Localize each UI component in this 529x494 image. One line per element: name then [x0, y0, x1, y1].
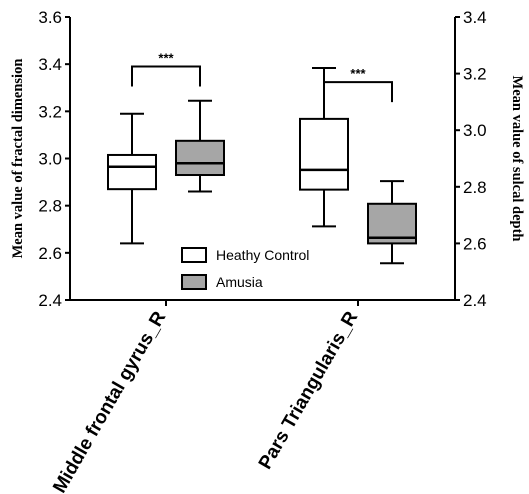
bracket-line: [323, 81, 393, 103]
right-tick-label: 3.0: [463, 121, 487, 140]
left-tick-label: 2.4: [38, 291, 62, 310]
category-label: Pars Triangularis_R: [255, 308, 363, 473]
right-tick-label: 2.8: [463, 178, 487, 197]
bracket-line: [131, 65, 201, 87]
right-tick-label: 2.4: [463, 291, 487, 310]
left-tick-label: 3.2: [38, 102, 62, 121]
category-label: Middle frontal gyrus_R: [49, 308, 170, 494]
box-iqr: [107, 153, 157, 191]
right-tick-label: 3.2: [463, 65, 487, 84]
left-axis-title: Mean value of fractal dimension: [10, 59, 26, 259]
right-tick-label: 2.6: [463, 234, 487, 253]
left-tick-label: 3.0: [38, 150, 62, 169]
significance-label: ***: [158, 51, 174, 66]
legend-item: Amusia: [181, 274, 263, 290]
left-tick-label: 3.4: [38, 55, 62, 74]
box-plot: [175, 99, 225, 193]
box-plot: [299, 66, 349, 228]
left-tick-label: 3.6: [38, 8, 62, 27]
left-tick-label: 2.6: [38, 244, 62, 263]
right-tick-label: 3.4: [463, 8, 487, 27]
legend-label: Heathy Control: [216, 247, 309, 263]
box-plot: [107, 112, 157, 245]
significance-bracket: ***: [323, 66, 393, 103]
left-tick-label: 2.8: [38, 197, 62, 216]
box-iqr: [175, 139, 225, 177]
legend-swatch: [181, 274, 207, 290]
right-axis-title: Mean value of sulcal depth: [509, 76, 525, 242]
significance-bracket: ***: [131, 51, 201, 87]
significance-label: ***: [350, 66, 366, 81]
legend-label: Amusia: [216, 274, 263, 290]
legend: Heathy Control Amusia: [181, 247, 309, 290]
box-iqr: [299, 117, 349, 191]
boxes-layer: [107, 66, 417, 265]
legend-item: Heathy Control: [181, 247, 309, 263]
annotation-layer: *** ***: [131, 51, 393, 103]
legend-swatch: [181, 247, 207, 263]
box-plot: [367, 180, 417, 265]
